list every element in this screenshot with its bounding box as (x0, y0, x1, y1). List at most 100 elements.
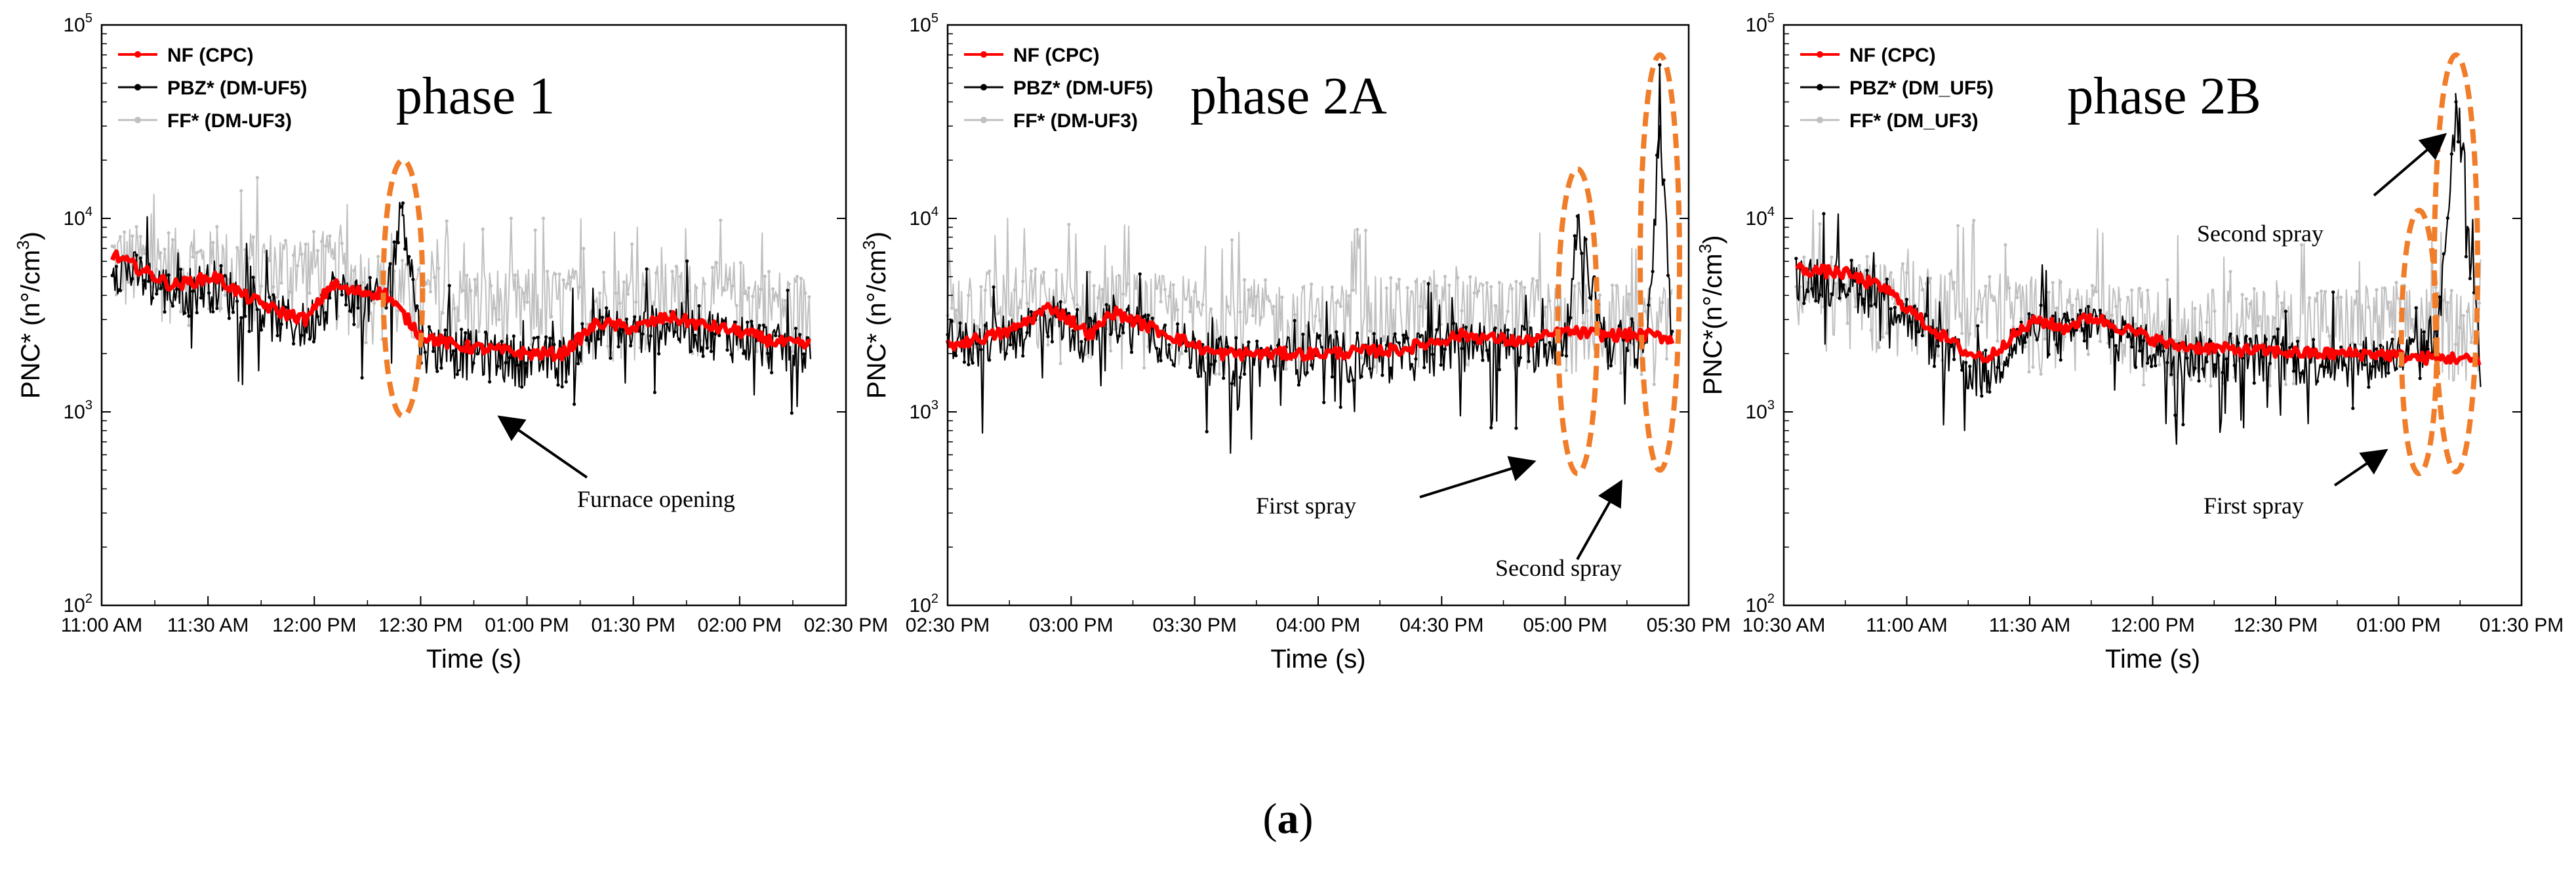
data-point-ff (513, 273, 517, 277)
data-point-pbz (427, 325, 431, 329)
data-point-ff (678, 275, 682, 279)
data-point-pbz (1443, 347, 1447, 351)
data-point-ff (751, 294, 755, 298)
data-point-pbz (2059, 358, 2063, 362)
data-point-ff (356, 325, 360, 329)
data-point-pbz (1142, 314, 1146, 318)
data-point-ff (1351, 288, 1355, 292)
data-point-pbz (2185, 356, 2189, 360)
data-point-pbz (2146, 361, 2150, 365)
data-point-pbz (705, 346, 709, 350)
data-point-pbz (2162, 349, 2165, 354)
series-line-nf (945, 302, 1675, 362)
data-point-pbz (243, 314, 247, 318)
highlight-ellipse (2432, 52, 2480, 475)
y-tick-label: 105 (1746, 11, 1775, 36)
y-tick-base: 10 (64, 208, 85, 230)
data-point-pbz (227, 316, 231, 320)
data-point-ff (1171, 283, 1175, 287)
data-point-pbz (1497, 367, 1501, 372)
data-point-pbz (2213, 363, 2217, 367)
data-point-pbz (2367, 385, 2371, 389)
annotation-arrow (497, 415, 588, 479)
data-point-ff (416, 268, 420, 272)
data-point-ff (1468, 275, 1472, 279)
y-tick-exp: 3 (85, 398, 92, 413)
data-point-pbz (794, 327, 797, 331)
data-point-ff (2442, 298, 2445, 302)
data-point-ff (1368, 329, 1372, 333)
data-point-ff (433, 275, 437, 279)
data-point-pbz (1410, 363, 1414, 367)
data-point-pbz (447, 283, 451, 288)
x-axis: 11:00 AM 11:30 AM 12:00 PM 12:30 PM 01:00 PM… (61, 596, 888, 636)
data-point-pbz (455, 373, 460, 376)
data-point-ff (1476, 289, 1481, 293)
data-point-pbz (2130, 345, 2134, 349)
data-point-pbz (2063, 312, 2066, 316)
data-point-pbz (2339, 345, 2343, 349)
data-point-pbz (770, 371, 774, 374)
data-point-ff (340, 241, 344, 245)
data-point-pbz (1338, 405, 1342, 409)
data-point-pbz (356, 306, 360, 310)
y-tick-base: 10 (910, 595, 931, 616)
data-point-ff (219, 306, 223, 310)
data-point-pbz (1176, 322, 1180, 326)
data-point-ff (702, 282, 706, 286)
data-point-pbz (2197, 379, 2201, 383)
data-point-pbz (275, 334, 279, 338)
data-point-ff (2213, 309, 2217, 313)
data-point-pbz (2232, 363, 2236, 367)
data-point-ff (602, 270, 606, 274)
data-point-ff (1405, 286, 1409, 290)
data-point-ff (1359, 356, 1363, 360)
x-tick-label: 02:30 PM (804, 615, 888, 636)
data-point-ff (1263, 278, 1268, 282)
data-point-pbz (2209, 339, 2213, 344)
data-point-pbz (167, 273, 171, 277)
data-point-pbz (633, 315, 637, 319)
data-point-ff (195, 251, 199, 254)
y-tick-label: 102 (1746, 592, 1775, 616)
data-point-ff (1226, 304, 1230, 309)
series-line-nf (110, 249, 811, 362)
data-point-pbz (1936, 344, 1941, 348)
data-point-pbz (1217, 337, 1221, 341)
data-point-ff (582, 247, 586, 251)
data-point-ff (328, 234, 332, 238)
annotation-text: First spray (2204, 493, 2304, 519)
data-point-ff (1335, 301, 1338, 305)
data-point-ff (1310, 282, 1314, 286)
data-point-pbz (439, 366, 443, 370)
data-point-ff (2449, 289, 2453, 293)
data-point-pbz (536, 335, 540, 340)
data-point-ff (2335, 296, 2339, 300)
data-point-pbz (2320, 364, 2324, 368)
data-point-pbz (1380, 373, 1384, 377)
data-point-pbz (300, 333, 304, 337)
data-point-ff (1830, 255, 1834, 259)
data-point-ff (163, 247, 167, 251)
data-point-pbz (2154, 363, 2158, 368)
data-point-ff (2118, 298, 2122, 302)
data-point-pbz (388, 262, 392, 266)
data-point-ff (634, 300, 638, 304)
data-point-pbz (2299, 371, 2304, 375)
data-point-ff (1255, 294, 1259, 298)
data-point-ff (123, 230, 127, 234)
data-point-pbz (1238, 375, 1242, 380)
data-point-pbz (2003, 363, 2007, 367)
data-point-ff (2351, 341, 2355, 345)
data-point-ff (296, 264, 300, 268)
data-point-ff (1092, 284, 1096, 288)
data-point-pbz (1234, 336, 1238, 340)
data-point-pbz (1058, 300, 1062, 304)
data-point-pbz (146, 279, 151, 283)
data-point-ff (954, 308, 958, 312)
data-point-pbz (2386, 371, 2390, 375)
legend-marker-pbz (134, 84, 141, 91)
data-point-ff (279, 281, 283, 285)
data-point-ff (304, 242, 308, 246)
y-tick-base: 10 (910, 14, 931, 36)
